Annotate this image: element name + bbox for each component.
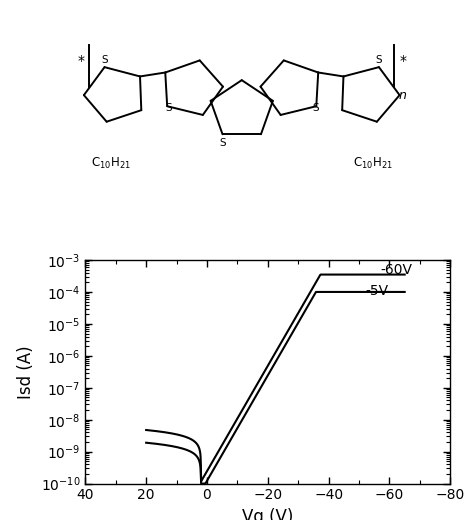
Text: S: S <box>101 55 108 65</box>
Text: C$_{10}$H$_{21}$: C$_{10}$H$_{21}$ <box>91 156 131 171</box>
Text: S: S <box>165 103 172 113</box>
Text: S: S <box>375 55 382 65</box>
Text: C$_{10}$H$_{21}$: C$_{10}$H$_{21}$ <box>353 156 392 171</box>
Text: -60V: -60V <box>380 263 412 277</box>
Y-axis label: Isd (A): Isd (A) <box>17 345 35 399</box>
Text: S: S <box>219 138 226 148</box>
Text: *: * <box>77 54 84 68</box>
Text: *: * <box>400 54 406 68</box>
Text: -5V: -5V <box>365 283 388 297</box>
Text: n: n <box>399 89 406 102</box>
X-axis label: Vg (V): Vg (V) <box>242 508 293 520</box>
Text: S: S <box>312 103 319 113</box>
